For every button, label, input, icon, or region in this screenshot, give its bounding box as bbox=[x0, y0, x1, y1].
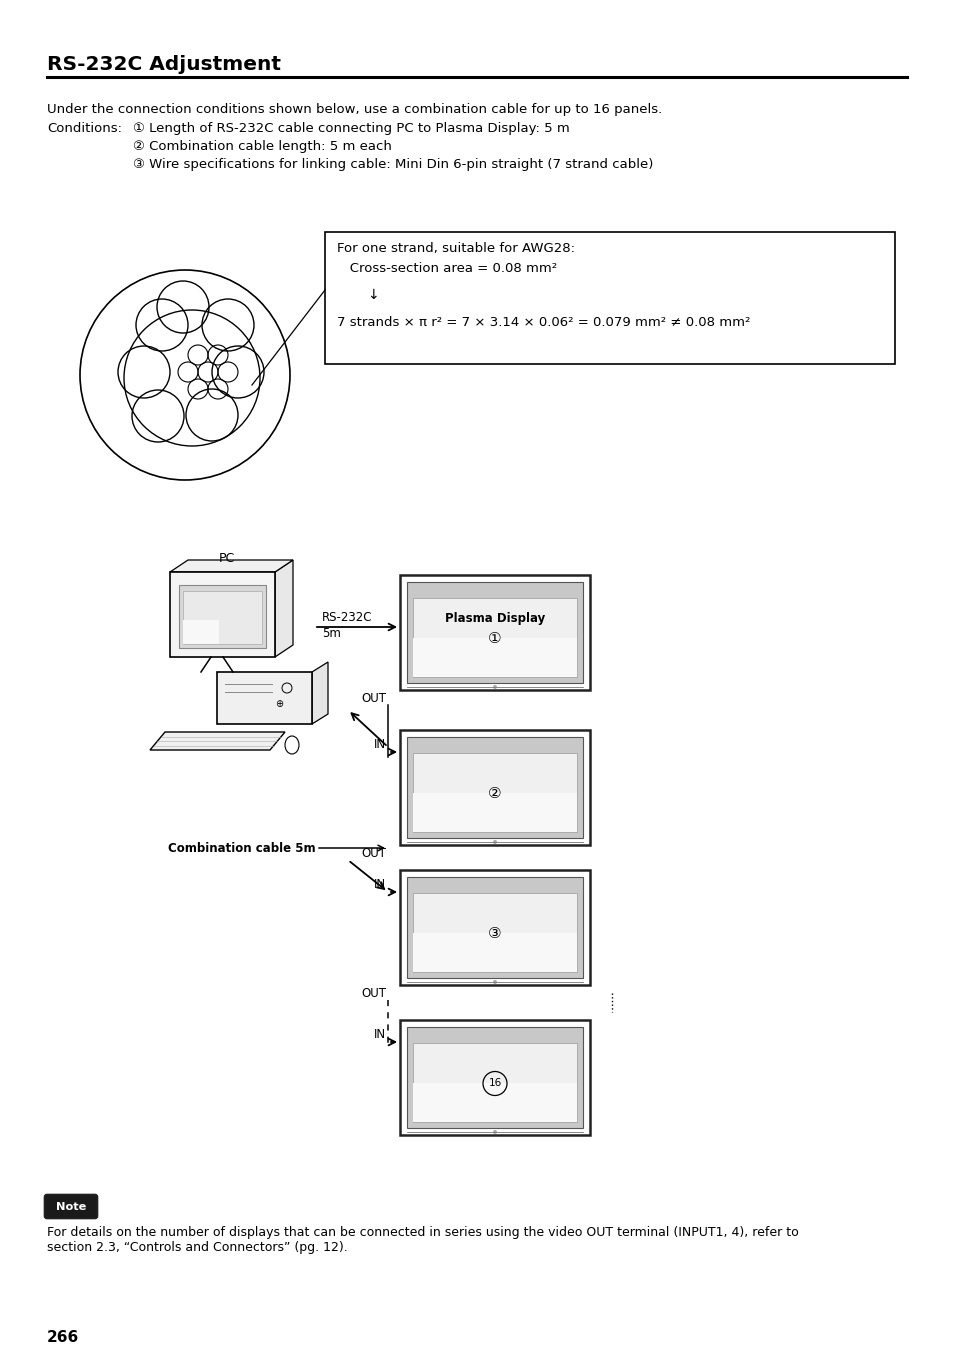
Polygon shape bbox=[274, 561, 293, 657]
Text: Cross-section area = 0.08 mm²: Cross-section area = 0.08 mm² bbox=[336, 262, 557, 276]
FancyBboxPatch shape bbox=[413, 893, 577, 971]
Text: IN: IN bbox=[374, 738, 386, 751]
FancyBboxPatch shape bbox=[170, 571, 274, 657]
FancyBboxPatch shape bbox=[407, 738, 582, 838]
Text: PC: PC bbox=[218, 553, 234, 565]
Polygon shape bbox=[312, 662, 328, 724]
FancyBboxPatch shape bbox=[325, 232, 894, 363]
Text: RS-232C Adjustment: RS-232C Adjustment bbox=[47, 55, 281, 74]
FancyBboxPatch shape bbox=[413, 638, 577, 677]
Polygon shape bbox=[170, 561, 293, 571]
FancyBboxPatch shape bbox=[413, 932, 577, 971]
Circle shape bbox=[493, 1129, 497, 1133]
Circle shape bbox=[493, 979, 497, 984]
FancyBboxPatch shape bbox=[216, 671, 312, 724]
FancyBboxPatch shape bbox=[399, 870, 589, 985]
FancyBboxPatch shape bbox=[407, 582, 582, 684]
Text: ② Combination cable length: 5 m each: ② Combination cable length: 5 m each bbox=[132, 141, 392, 153]
Text: 16: 16 bbox=[488, 1078, 501, 1089]
Text: ① Length of RS-232C cable connecting PC to Plasma Display: 5 m: ① Length of RS-232C cable connecting PC … bbox=[132, 122, 569, 135]
FancyBboxPatch shape bbox=[399, 576, 589, 690]
Text: IN: IN bbox=[374, 1028, 386, 1042]
Text: RS-232C: RS-232C bbox=[322, 611, 372, 624]
Text: ①: ① bbox=[488, 631, 501, 646]
FancyBboxPatch shape bbox=[413, 1043, 577, 1121]
Text: OUT: OUT bbox=[360, 692, 386, 705]
FancyBboxPatch shape bbox=[407, 877, 582, 978]
Text: IN: IN bbox=[374, 878, 386, 892]
Polygon shape bbox=[150, 732, 285, 750]
Text: OUT: OUT bbox=[360, 988, 386, 1000]
FancyBboxPatch shape bbox=[413, 793, 577, 832]
FancyBboxPatch shape bbox=[413, 1082, 577, 1121]
Text: Plasma Display: Plasma Display bbox=[444, 612, 544, 626]
Circle shape bbox=[493, 840, 497, 844]
FancyBboxPatch shape bbox=[407, 1027, 582, 1128]
Text: For details on the number of displays that can be connected in series using the : For details on the number of displays th… bbox=[47, 1225, 798, 1254]
Text: 7 strands × π r² = 7 × 3.14 × 0.06² = 0.079 mm² ≠ 0.08 mm²: 7 strands × π r² = 7 × 3.14 × 0.06² = 0.… bbox=[336, 316, 750, 330]
Text: 5m: 5m bbox=[322, 627, 340, 640]
Text: OUT: OUT bbox=[360, 847, 386, 861]
FancyBboxPatch shape bbox=[413, 598, 577, 677]
Text: Conditions:: Conditions: bbox=[47, 122, 122, 135]
Text: For one strand, suitable for AWG28:: For one strand, suitable for AWG28: bbox=[336, 242, 575, 255]
FancyBboxPatch shape bbox=[183, 590, 262, 644]
Text: ③ Wire specifications for linking cable: Mini Din 6-pin straight (7 strand cable: ③ Wire specifications for linking cable:… bbox=[132, 158, 653, 172]
FancyBboxPatch shape bbox=[179, 585, 266, 648]
Text: Under the connection conditions shown below, use a combination cable for up to 1: Under the connection conditions shown be… bbox=[47, 103, 661, 116]
Text: ②: ② bbox=[488, 786, 501, 801]
Text: ↓: ↓ bbox=[367, 288, 378, 303]
FancyBboxPatch shape bbox=[399, 1020, 589, 1135]
FancyBboxPatch shape bbox=[413, 753, 577, 832]
FancyBboxPatch shape bbox=[399, 730, 589, 844]
Text: Combination cable 5m: Combination cable 5m bbox=[168, 842, 315, 855]
Text: ⊕: ⊕ bbox=[274, 698, 283, 709]
Text: Note: Note bbox=[56, 1202, 86, 1212]
Circle shape bbox=[493, 685, 497, 689]
Text: 266: 266 bbox=[47, 1329, 79, 1346]
Text: ③: ③ bbox=[488, 925, 501, 942]
FancyBboxPatch shape bbox=[45, 1194, 97, 1219]
FancyBboxPatch shape bbox=[183, 620, 218, 644]
